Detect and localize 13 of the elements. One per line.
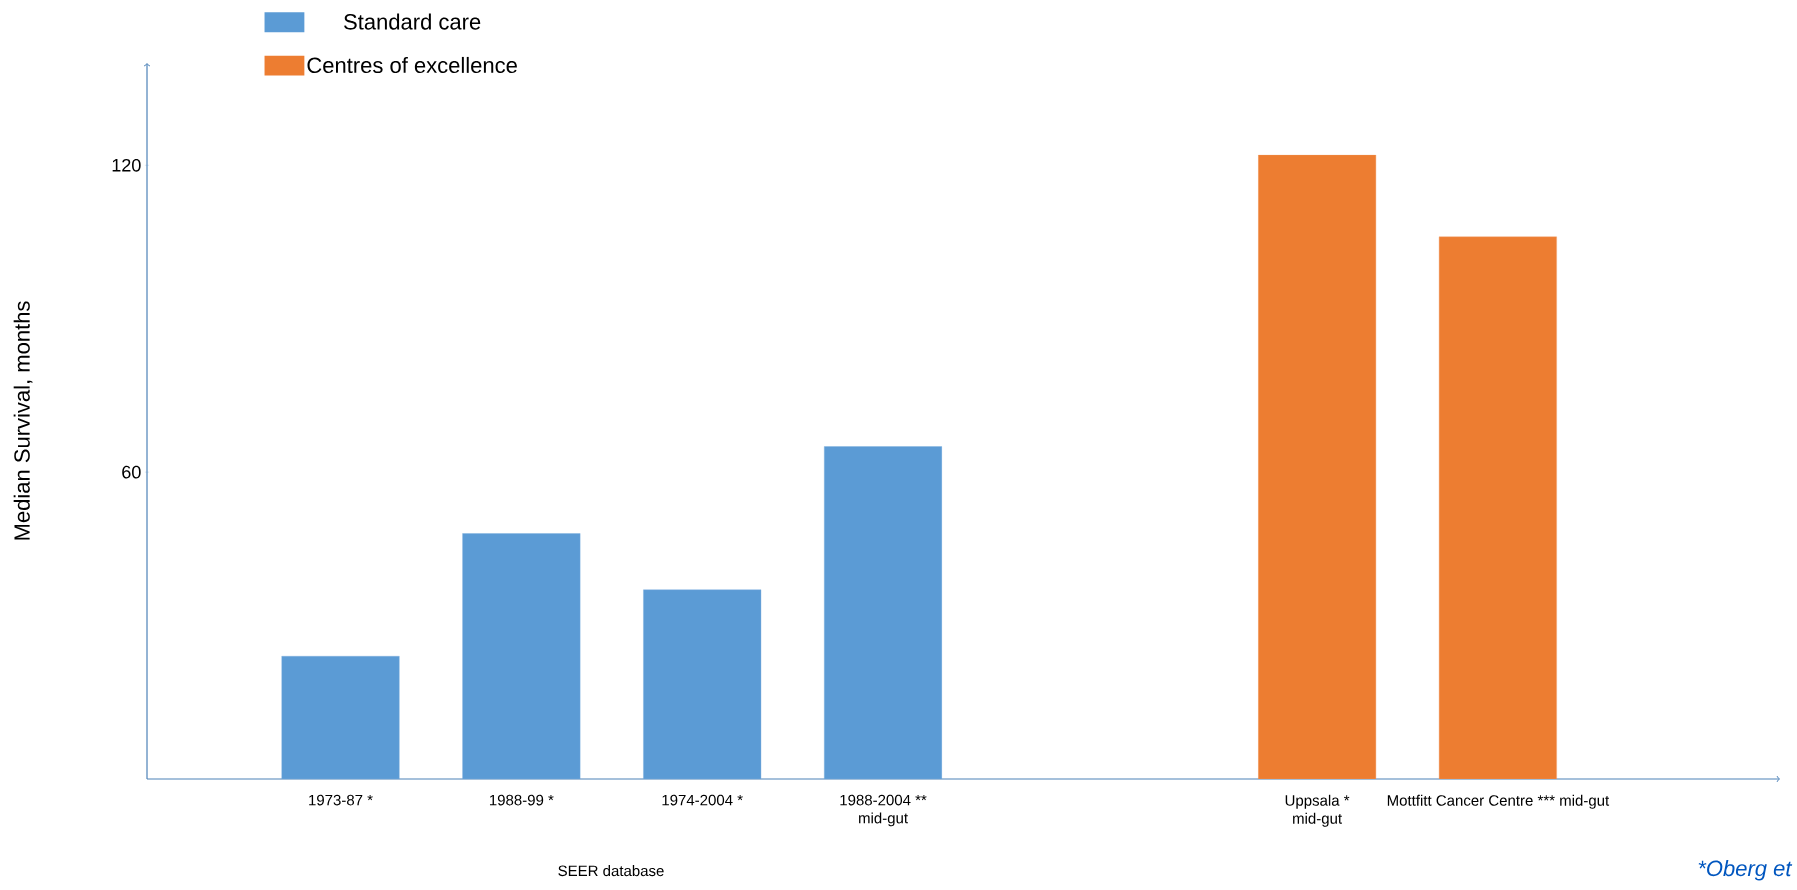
x-tick-label: 1988-99 * <box>489 794 554 806</box>
text: SEER database <box>558 865 664 877</box>
x-tick-label: 1988-2004 ** mid-gut <box>840 794 927 827</box>
y-axis-title: Median Survival, months <box>13 301 33 540</box>
legend-label: Standard care <box>344 13 481 30</box>
x-tick-label: 1973-87 * <box>309 794 373 806</box>
y-tick-label: 120 <box>112 158 141 172</box>
x-tick-label: Uppsala * mid-gut <box>1285 794 1350 827</box>
legend-label: Centres of excellence <box>307 56 517 74</box>
text: *Oberg et <box>1698 860 1793 881</box>
x-tick-label: 1974-2004 * <box>662 794 743 806</box>
y-tick-label: 60 <box>122 465 141 479</box>
x-tick-label: Mottfitt Cancer Centre *** mid-gut <box>1387 794 1610 809</box>
